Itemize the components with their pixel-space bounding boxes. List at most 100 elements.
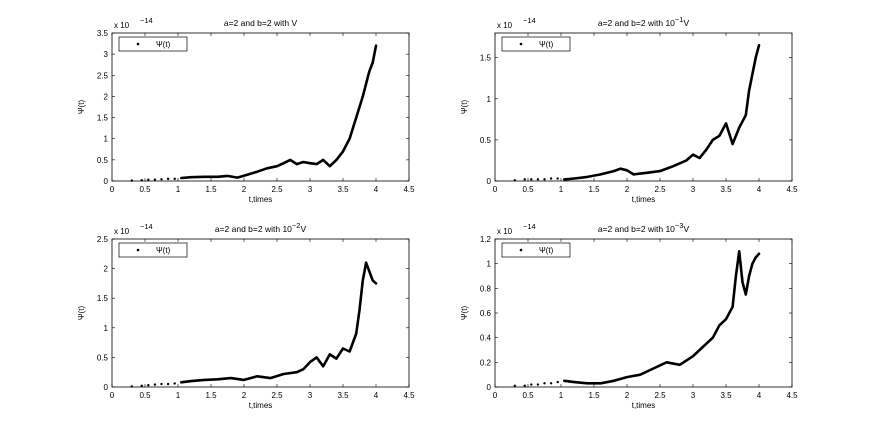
series-1 bbox=[513, 44, 761, 182]
series-line bbox=[563, 250, 761, 385]
y-axis-label: Ψ(t) bbox=[460, 100, 469, 115]
x-tick-label: 4.5 bbox=[403, 391, 415, 400]
y-tick-label: 0.5 bbox=[97, 353, 109, 362]
y-tick-label: 2 bbox=[104, 265, 109, 274]
title-main: a=2 and b=2 with 10 bbox=[598, 224, 675, 234]
y-exponent-label: x 10 bbox=[114, 227, 130, 236]
x-tick-label: 4 bbox=[757, 391, 762, 400]
x-axis-label: t,times bbox=[632, 401, 656, 410]
chart-title: a=2 and b=2 with 10−1V bbox=[598, 15, 690, 28]
data-point bbox=[543, 178, 546, 181]
data-point bbox=[530, 178, 533, 181]
x-tick-label: 1 bbox=[176, 391, 181, 400]
legend-box bbox=[118, 36, 188, 52]
x-tick-label: 3.5 bbox=[337, 185, 349, 194]
title-suffix: V bbox=[300, 224, 306, 234]
x-tick-label: 0.5 bbox=[522, 185, 534, 194]
legend-box bbox=[118, 242, 188, 258]
x-tick-label: 0.5 bbox=[522, 391, 534, 400]
series-1 bbox=[130, 44, 378, 182]
y-tick-label: 1.5 bbox=[97, 114, 109, 123]
data-point bbox=[160, 382, 163, 386]
y-exponent-power: −14 bbox=[140, 222, 153, 231]
x-tick-label: 3 bbox=[691, 185, 696, 194]
x-tick-label: 2 bbox=[242, 391, 247, 400]
series-line bbox=[180, 261, 378, 384]
x-tick-label: 1 bbox=[559, 391, 564, 400]
data-point bbox=[523, 384, 526, 387]
x-tick-label: 3 bbox=[308, 391, 313, 400]
title-power: −3 bbox=[675, 221, 684, 230]
y-tick-label: 2 bbox=[104, 92, 109, 101]
y-tick-label: 1 bbox=[104, 324, 109, 333]
legend-label: Ψ(t) bbox=[539, 40, 554, 49]
legend-marker bbox=[519, 42, 523, 46]
x-tick-label: 0 bbox=[493, 185, 498, 194]
data-point bbox=[536, 383, 540, 386]
chart-title: a=2 and b=2 with V bbox=[224, 18, 298, 28]
chart-title: a=2 and b=2 with 10−3V bbox=[598, 221, 690, 234]
data-point bbox=[166, 177, 170, 181]
data-point bbox=[153, 383, 157, 386]
legend-label: Ψ(t) bbox=[539, 246, 554, 255]
y-tick-label: 1 bbox=[487, 260, 492, 269]
x-axis-label: t,times bbox=[632, 195, 656, 204]
y-tick-label: 0 bbox=[487, 383, 492, 392]
title-main: a=2 and b=2 with 10 bbox=[215, 224, 292, 234]
x-tick-label: 1.5 bbox=[588, 391, 600, 400]
x-tick-label: 1.5 bbox=[205, 391, 217, 400]
data-point bbox=[543, 382, 546, 385]
y-exponent-label: x 10 bbox=[497, 227, 513, 236]
title-suffix: V bbox=[683, 18, 689, 28]
legend-label: Ψ(t) bbox=[156, 40, 171, 49]
chart-panel-2: 0 0.5 1 1.5 2 2.5 3 3.5 4 4.5 0 0.5 1 1.5 x 10 −14 a=2 a… bbox=[460, 15, 798, 204]
y-tick-label: 0 bbox=[104, 383, 109, 392]
y-tick-label: 1.5 bbox=[97, 294, 109, 303]
x-tick-label: 1 bbox=[559, 185, 564, 194]
x-tick-label: 0 bbox=[493, 391, 498, 400]
x-tick-label: 3 bbox=[308, 185, 313, 194]
y-tick-label: 1.5 bbox=[480, 54, 492, 63]
data-point bbox=[173, 382, 176, 385]
y-tick-label: 0 bbox=[104, 177, 109, 186]
x-tick-label: 2 bbox=[625, 185, 630, 194]
plot-area bbox=[111, 238, 410, 388]
title-suffix: V bbox=[683, 224, 689, 234]
x-tick-label: 3 bbox=[691, 391, 696, 400]
data-point bbox=[556, 380, 559, 384]
y-axis-label: Ψ(t) bbox=[77, 306, 86, 321]
x-tick-label: 4 bbox=[374, 391, 379, 400]
plot-area bbox=[494, 238, 793, 388]
legend: Ψ(t) bbox=[118, 36, 188, 52]
title-power: −2 bbox=[292, 221, 301, 230]
y-axis-label: Ψ(t) bbox=[460, 306, 469, 321]
legend-marker bbox=[136, 42, 140, 46]
y-tick-label: 1 bbox=[104, 135, 109, 144]
y-tick-label: 0.4 bbox=[480, 334, 492, 343]
data-point bbox=[166, 382, 170, 386]
chart-panel-4: 0 0.5 1 1.5 2 2.5 3 3.5 4 4.5 0 0.2 0.4 0.6 0.8 1 1.2 x 1… bbox=[460, 221, 798, 410]
data-point bbox=[147, 178, 150, 181]
x-tick-label: 2 bbox=[625, 391, 630, 400]
legend: Ψ(t) bbox=[501, 36, 571, 52]
y-exponent-power: −14 bbox=[140, 16, 153, 25]
data-point bbox=[549, 382, 553, 385]
plot-area bbox=[111, 32, 410, 182]
x-tick-label: 4 bbox=[374, 185, 379, 194]
series-1 bbox=[513, 250, 761, 387]
data-point bbox=[536, 178, 540, 181]
data-point bbox=[513, 384, 516, 387]
x-tick-label: 3.5 bbox=[720, 185, 732, 194]
x-tick-label: 1 bbox=[176, 185, 181, 194]
data-point bbox=[523, 178, 526, 181]
x-tick-label: 2.5 bbox=[271, 185, 283, 194]
x-tick-label: 2 bbox=[242, 185, 247, 194]
plot-area bbox=[494, 32, 793, 182]
series-1 bbox=[130, 261, 378, 388]
y-tick-label: 0.5 bbox=[480, 136, 492, 145]
y-tick-label: 0.2 bbox=[480, 358, 492, 367]
legend-box bbox=[501, 36, 571, 52]
y-tick-label: 3.5 bbox=[97, 29, 109, 38]
data-point bbox=[160, 178, 163, 181]
